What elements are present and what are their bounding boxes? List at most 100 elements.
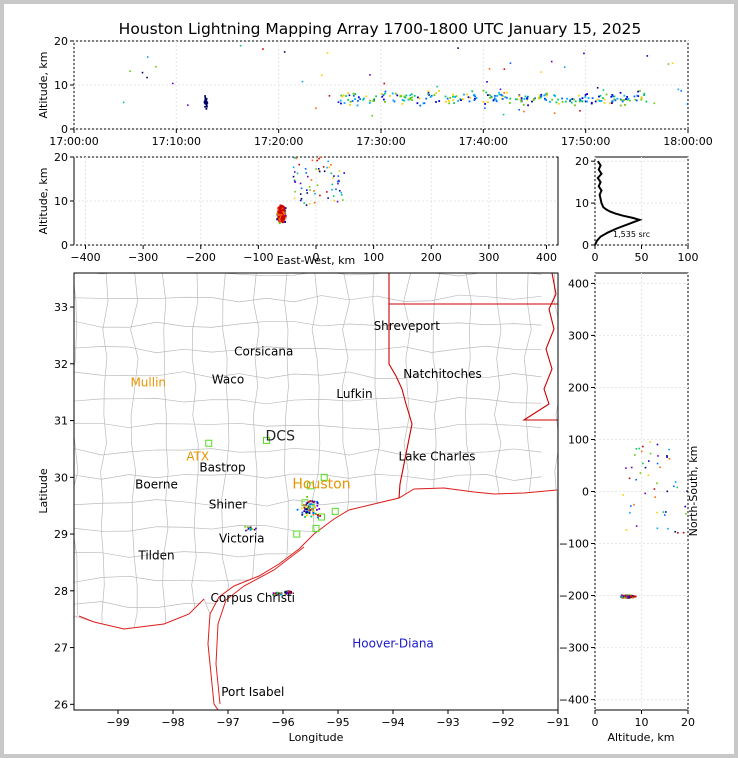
county-lines xyxy=(74,273,558,710)
time-altitude-point xyxy=(399,95,402,98)
north-south-point xyxy=(623,595,626,597)
north-south-point xyxy=(623,596,626,599)
time-altitude-point xyxy=(653,102,656,105)
time-altitude-point xyxy=(502,95,505,98)
time-altitude-point xyxy=(369,74,371,76)
time-altitude-point xyxy=(340,94,343,97)
plan-view-xtick-label: −92 xyxy=(491,716,514,729)
time-altitude-point xyxy=(462,98,464,101)
histogram-ytick-label: 0 xyxy=(582,239,589,252)
time-altitude-ylabel: Altitude, km xyxy=(37,51,50,118)
time-altitude-point xyxy=(488,68,491,70)
east-west-point xyxy=(284,207,287,210)
city-label: Shreveport xyxy=(374,319,441,333)
time-altitude-point xyxy=(492,99,495,101)
east-west-point xyxy=(281,214,284,217)
plan-view-xtick-label: −97 xyxy=(216,716,239,729)
east-west-point xyxy=(304,168,307,170)
north-south-point xyxy=(657,455,659,457)
east-west-point xyxy=(293,179,296,182)
time-altitude-point xyxy=(427,93,430,96)
time-altitude-point xyxy=(545,99,548,101)
histogram-xtick-label: 50 xyxy=(635,251,649,264)
city-label: Natchitoches xyxy=(403,367,481,381)
county-line xyxy=(74,422,542,430)
time-altitude-point xyxy=(315,107,317,110)
north-south-point xyxy=(634,454,636,456)
plan-view-source xyxy=(252,528,254,531)
east-west-point xyxy=(343,172,346,174)
plan-view-source xyxy=(303,506,306,509)
time-altitude-point xyxy=(204,105,206,108)
east-west-point xyxy=(281,220,284,223)
time-altitude-point xyxy=(444,95,447,98)
north-south-point xyxy=(635,525,638,527)
plan-view-xtick-label: −94 xyxy=(381,716,404,729)
time-altitude-point xyxy=(342,94,345,97)
time-altitude-point xyxy=(422,102,425,105)
plan-view-source xyxy=(245,529,247,532)
plan-view-frame xyxy=(73,272,559,711)
time-altitude-point xyxy=(419,104,422,107)
county-line xyxy=(74,273,542,277)
time-altitude-point xyxy=(363,97,365,100)
plan-view-ytick-label: 29 xyxy=(54,528,68,541)
east-west-point xyxy=(327,160,330,163)
time-altitude-point xyxy=(526,97,528,100)
north-south-point xyxy=(684,505,687,508)
east-west-point xyxy=(281,219,284,222)
time-altitude-point xyxy=(388,95,391,97)
time-altitude-point xyxy=(613,98,616,101)
time-altitude-point xyxy=(579,109,581,112)
time-altitude-point xyxy=(509,62,512,64)
time-altitude-point xyxy=(460,99,462,102)
plan-view-source xyxy=(309,506,311,509)
time-altitude-point xyxy=(438,90,440,92)
east-west-point xyxy=(309,189,312,191)
texas-louisiana-border xyxy=(388,273,413,499)
time-altitude-point xyxy=(486,94,489,97)
east-west-xtick-label: −100 xyxy=(243,251,273,264)
east-west-point xyxy=(330,163,332,166)
time-altitude-ytick-label: 10 xyxy=(54,79,68,92)
time-altitude-point xyxy=(122,101,125,104)
time-altitude-point xyxy=(543,94,546,97)
time-altitude-point xyxy=(359,98,362,101)
north-south-point xyxy=(666,490,669,493)
time-altitude-point xyxy=(345,95,348,97)
time-altitude-point xyxy=(474,97,476,100)
time-altitude-point xyxy=(449,96,452,99)
time-altitude-point xyxy=(391,92,394,95)
north-south-point xyxy=(649,452,652,455)
time-altitude-point xyxy=(369,99,372,102)
north-south-point xyxy=(635,478,637,481)
time-altitude-point xyxy=(625,98,627,100)
time-altitude-point xyxy=(204,98,207,100)
north-south-point xyxy=(634,595,637,598)
plan-view-source xyxy=(312,510,315,512)
east-west-point xyxy=(322,166,325,168)
time-altitude-ytick-label: 20 xyxy=(54,35,68,48)
time-altitude-point xyxy=(411,96,413,99)
plan-view-source xyxy=(300,507,303,510)
time-altitude-point xyxy=(155,65,157,68)
time-altitude-point xyxy=(583,52,585,55)
time-altitude-point xyxy=(498,93,501,96)
plan-view-ytick-label: 33 xyxy=(54,301,68,314)
time-altitude-xtick-label: 17:00:00 xyxy=(49,135,98,148)
plan-view-source xyxy=(249,529,252,531)
plan-view-panel: Shreveport Corsicana Natchitoches Waco Lufki… xyxy=(37,272,570,744)
time-altitude-point xyxy=(435,92,438,95)
time-altitude-point xyxy=(636,94,639,97)
time-altitude-point xyxy=(501,98,504,100)
figure-title: Houston Lightning Mapping Array 1700-180… xyxy=(119,20,642,38)
time-altitude-point xyxy=(204,99,207,102)
east-west-point xyxy=(277,207,280,210)
time-altitude-point xyxy=(637,90,639,93)
east-west-point xyxy=(336,180,339,183)
east-west-point xyxy=(282,205,285,208)
time-altitude-point xyxy=(627,98,630,100)
time-altitude-point xyxy=(459,98,462,101)
north-south-point xyxy=(628,477,631,480)
time-altitude-point xyxy=(204,95,207,97)
